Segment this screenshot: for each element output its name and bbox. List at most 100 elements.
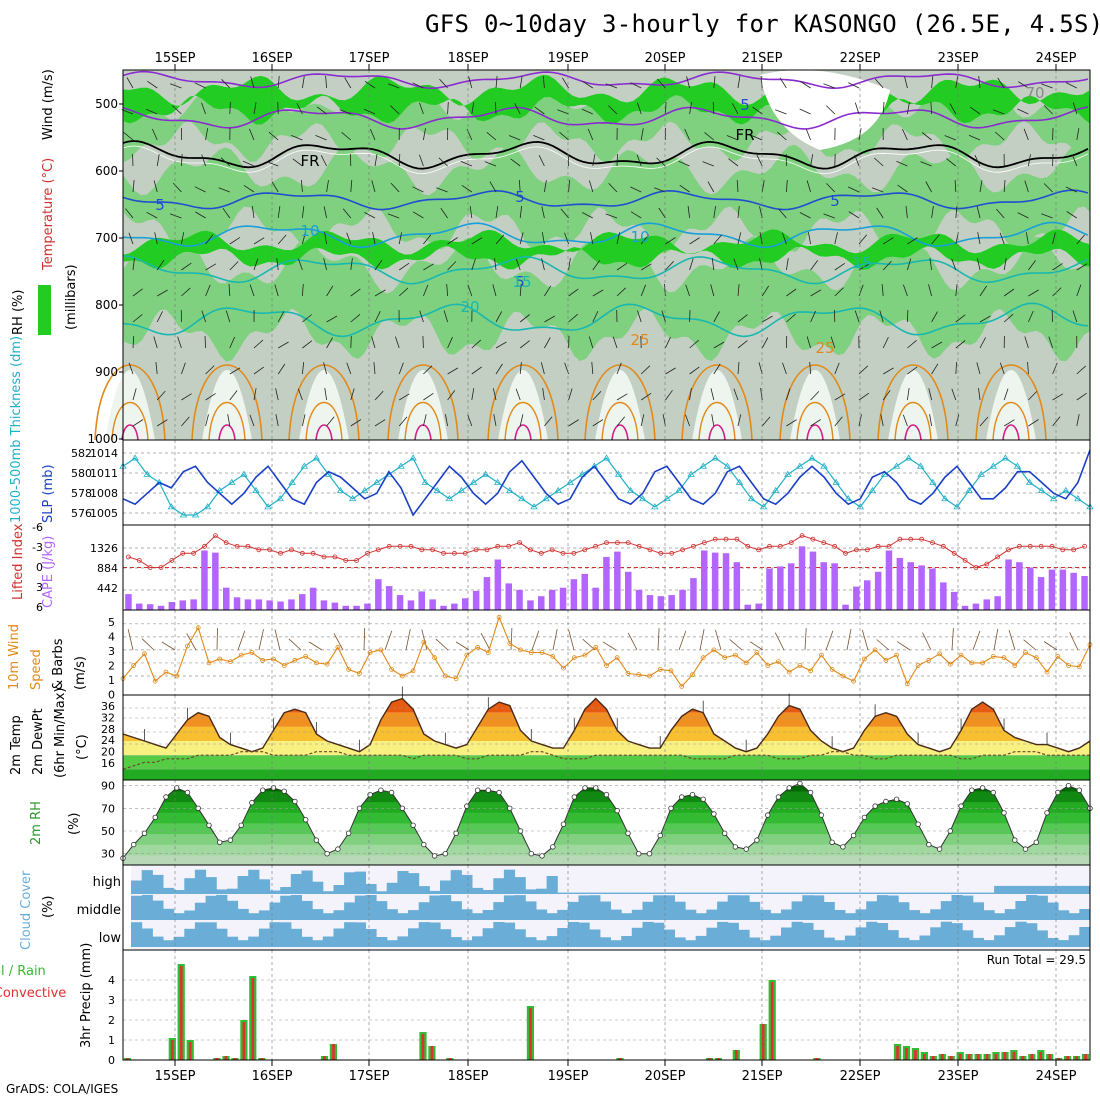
- li-point: [310, 550, 316, 556]
- wind-barb: [640, 128, 644, 141]
- wind-barb: [1043, 183, 1053, 193]
- precip-conv-bar: [967, 1054, 971, 1060]
- y-tick-rh: 90: [101, 780, 115, 793]
- cloud-bar: [727, 922, 739, 947]
- cape-bar: [929, 568, 936, 610]
- thickness-point: [1050, 494, 1058, 502]
- wind-barb: [544, 180, 547, 193]
- cloud-bar: [1047, 902, 1059, 920]
- wind-barb: [1076, 234, 1085, 245]
- thickness-point: [397, 462, 405, 469]
- rh-point: [915, 821, 921, 827]
- wind-barb: [271, 181, 279, 193]
- thickness-line: [122, 457, 1091, 516]
- y-tick-temp: 36: [101, 700, 115, 713]
- thickness-point: [917, 462, 925, 469]
- wind-barb: [390, 182, 400, 193]
- wind-barb: [495, 311, 503, 323]
- wind-barb: [1052, 232, 1056, 245]
- thickness-point: [639, 494, 647, 502]
- rh-color-band: [123, 801, 1090, 813]
- date-label-top: 23SEP: [938, 51, 979, 66]
- wind-barb: [156, 259, 165, 271]
- wind-barb: [302, 283, 304, 297]
- li-point: [147, 565, 153, 570]
- wind-barb: [1017, 81, 1029, 89]
- wind-barb: [447, 237, 458, 245]
- precip-conv-bar: [815, 1058, 819, 1060]
- wind-speed-point: [1066, 663, 1071, 668]
- y-tick-temp: 20: [101, 746, 115, 759]
- li-point: [180, 550, 186, 556]
- rh-color-band: [123, 854, 1090, 865]
- cape-bar: [570, 579, 578, 610]
- rh-point: [141, 830, 148, 836]
- rh-point: [260, 787, 266, 793]
- wind-barb: [713, 206, 716, 219]
- wind-barb: [1028, 289, 1039, 297]
- thickness-point: [868, 486, 877, 494]
- wind-barb: [761, 416, 771, 427]
- cape-bar: [896, 557, 904, 610]
- cloud-bar: [706, 909, 718, 920]
- precip-conv-bar: [923, 1054, 926, 1060]
- wind-barb: [277, 75, 280, 89]
- li-point: [734, 536, 740, 542]
- wind-speed-point: [819, 652, 824, 658]
- cloud-bar: [663, 892, 675, 894]
- cape-bar: [125, 594, 132, 610]
- rh-point: [646, 851, 653, 857]
- thickness-point: [747, 494, 756, 502]
- cloud-bar: [802, 892, 814, 894]
- cape-bar: [1005, 559, 1012, 610]
- wind-speed-point: [152, 678, 158, 684]
- cloud-bar: [781, 892, 793, 894]
- dry-plume: [986, 370, 1036, 440]
- wind-barb: [541, 206, 545, 219]
- wind-barb: [858, 392, 870, 401]
- cloud-bar: [344, 872, 356, 894]
- wind-barb: [519, 283, 522, 297]
- rh-point: [947, 828, 953, 834]
- contour-temp-35: [414, 424, 432, 441]
- wind-barb: [229, 101, 231, 115]
- wind-barb: [243, 185, 255, 193]
- wind-barb: [665, 390, 673, 401]
- precip-conv-bar: [188, 1042, 192, 1060]
- date-label-bottom: 16SEP: [252, 1069, 293, 1084]
- thickness-point: [844, 494, 852, 502]
- cloud-bar: [440, 929, 452, 947]
- wind-barb: [177, 336, 182, 349]
- li-point: [908, 536, 914, 542]
- wind-barb: [1041, 213, 1053, 219]
- wind-speed-point: [303, 654, 309, 659]
- wind-barb: [132, 180, 135, 193]
- wind-barb: [419, 310, 424, 323]
- precip-conv-bar: [770, 982, 774, 1060]
- cloud-bar: [685, 940, 697, 947]
- li-point: [940, 543, 946, 549]
- wind-barb: [562, 77, 569, 89]
- rh-color-band: [123, 811, 1090, 824]
- wind-barb: [951, 388, 957, 401]
- thickness-point: [602, 454, 611, 461]
- wind-barb: [423, 128, 426, 141]
- wind-barb: [689, 339, 699, 349]
- wind-barb-10m: [627, 632, 638, 651]
- wind-barb: [495, 75, 498, 89]
- cloud-bar: [557, 928, 569, 947]
- wind-barb: [1017, 212, 1029, 219]
- wind-barb: [274, 284, 279, 297]
- wind-barb: [467, 414, 473, 427]
- rh-point: [206, 822, 212, 828]
- wind-barb: [733, 258, 739, 271]
- precip-conv-bar: [932, 1056, 935, 1060]
- wind-barb: [519, 414, 524, 427]
- wind-barb: [205, 284, 211, 297]
- ylabel-wind10: (m/s): [73, 656, 88, 690]
- wind-speed-point: [958, 652, 964, 658]
- cloud-bar: [429, 890, 441, 894]
- wind-speed-point: [346, 667, 352, 672]
- thickness-point: [856, 503, 865, 510]
